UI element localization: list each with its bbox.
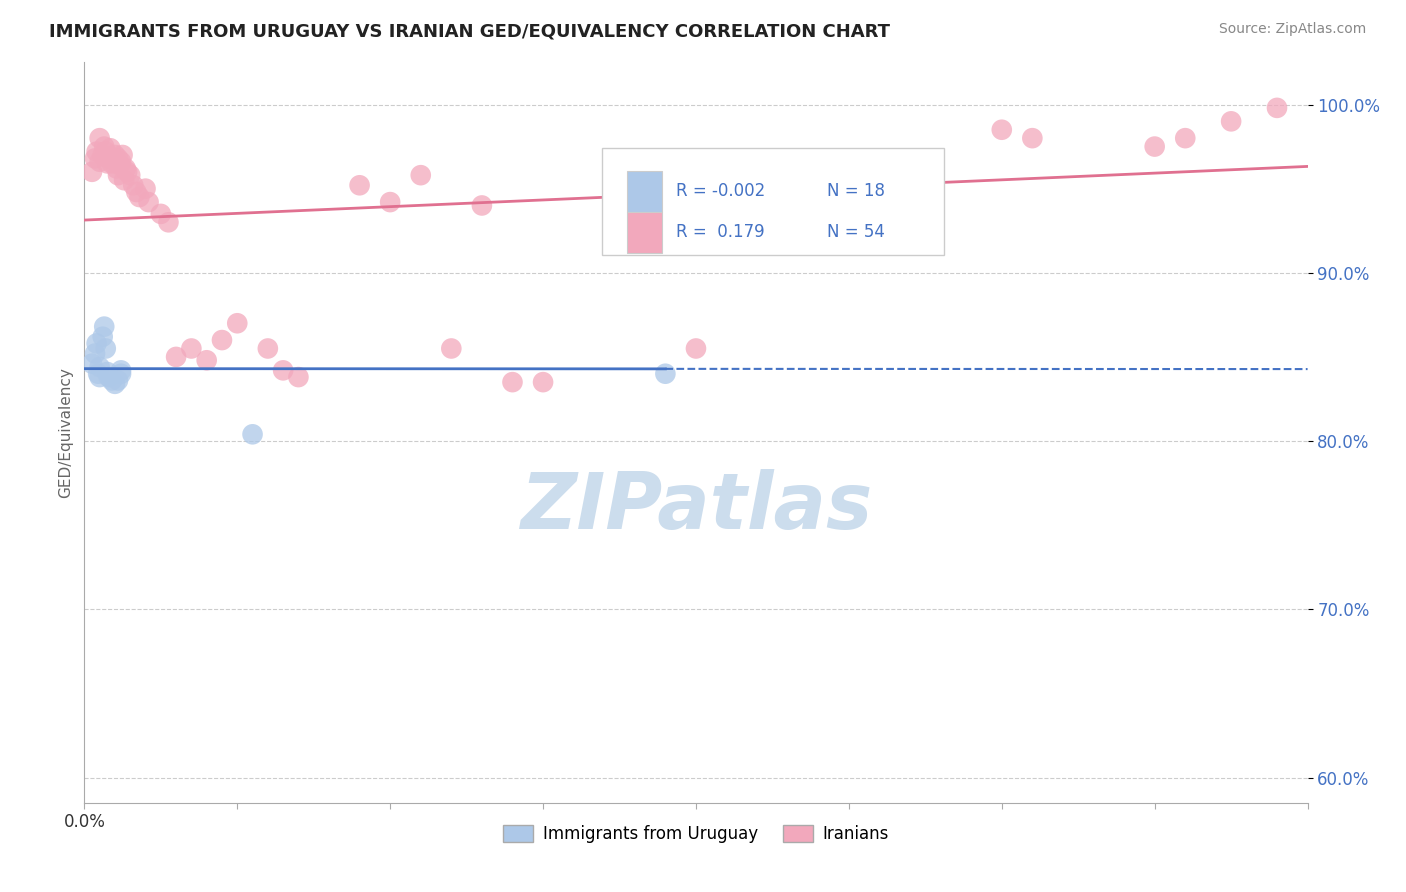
Point xyxy=(98,141,121,155)
Bar xyxy=(627,211,662,252)
Point xyxy=(93,319,115,334)
Point xyxy=(149,207,172,221)
FancyBboxPatch shape xyxy=(602,147,945,255)
Text: R =  0.179: R = 0.179 xyxy=(676,223,765,241)
Point xyxy=(110,367,132,381)
Point xyxy=(86,145,108,159)
Point xyxy=(502,375,524,389)
Point xyxy=(89,370,111,384)
Point xyxy=(1265,101,1288,115)
Point xyxy=(108,158,131,172)
Y-axis label: GED/Equivalency: GED/Equivalency xyxy=(58,368,73,498)
Point xyxy=(195,353,218,368)
Point xyxy=(165,350,187,364)
Text: Source: ZipAtlas.com: Source: ZipAtlas.com xyxy=(1219,22,1367,37)
Legend: Immigrants from Uruguay, Iranians: Immigrants from Uruguay, Iranians xyxy=(496,819,896,850)
Text: ZIPatlas: ZIPatlas xyxy=(520,468,872,545)
Point xyxy=(91,329,114,343)
Point xyxy=(96,365,118,379)
Point xyxy=(89,131,111,145)
Point xyxy=(94,145,117,159)
Bar xyxy=(627,171,662,211)
Point xyxy=(135,181,157,195)
Point xyxy=(107,374,129,388)
Point xyxy=(440,342,463,356)
Point xyxy=(1021,131,1043,145)
Point xyxy=(226,316,249,330)
Point xyxy=(101,374,124,388)
Point xyxy=(180,342,202,356)
Point xyxy=(747,185,769,199)
Point xyxy=(257,342,280,356)
Point xyxy=(654,367,676,381)
Point xyxy=(349,178,371,193)
Point xyxy=(105,161,128,176)
Point xyxy=(122,178,145,193)
Point xyxy=(84,346,107,360)
Point xyxy=(112,173,135,187)
Point xyxy=(120,168,142,182)
Point xyxy=(89,359,111,374)
Point xyxy=(111,148,134,162)
Point xyxy=(685,342,707,356)
Point xyxy=(287,370,309,384)
Text: R = -0.002: R = -0.002 xyxy=(676,182,766,200)
Point xyxy=(94,342,117,356)
Point xyxy=(87,367,110,381)
Text: N = 54: N = 54 xyxy=(827,223,884,241)
Point xyxy=(86,336,108,351)
Point xyxy=(991,122,1014,136)
Point xyxy=(104,376,127,391)
Point xyxy=(110,154,132,169)
Point xyxy=(716,168,738,182)
Point xyxy=(1143,139,1166,153)
Point xyxy=(89,154,111,169)
Point xyxy=(138,195,160,210)
Point xyxy=(97,152,120,166)
Point xyxy=(96,156,118,170)
Text: IMMIGRANTS FROM URUGUAY VS IRANIAN GED/EQUIVALENCY CORRELATION CHART: IMMIGRANTS FROM URUGUAY VS IRANIAN GED/E… xyxy=(49,22,890,40)
Point xyxy=(211,333,233,347)
Point xyxy=(115,165,138,179)
Point xyxy=(114,161,136,176)
Point xyxy=(80,165,103,179)
Point xyxy=(107,168,129,182)
Point xyxy=(93,139,115,153)
Point xyxy=(1174,131,1197,145)
Point xyxy=(101,156,124,170)
Point xyxy=(84,152,107,166)
Point xyxy=(157,215,180,229)
Text: N = 18: N = 18 xyxy=(827,182,884,200)
Point xyxy=(471,198,494,212)
Point xyxy=(104,148,127,162)
Point xyxy=(110,363,132,377)
Point xyxy=(91,148,114,162)
Point xyxy=(97,370,120,384)
Point xyxy=(531,375,554,389)
Point xyxy=(128,190,150,204)
Point xyxy=(125,185,148,199)
Point xyxy=(271,363,294,377)
Point xyxy=(1220,114,1243,128)
Point xyxy=(107,152,129,166)
Point xyxy=(242,427,264,442)
Point xyxy=(380,195,402,210)
Point xyxy=(80,357,103,371)
Point xyxy=(409,168,432,182)
